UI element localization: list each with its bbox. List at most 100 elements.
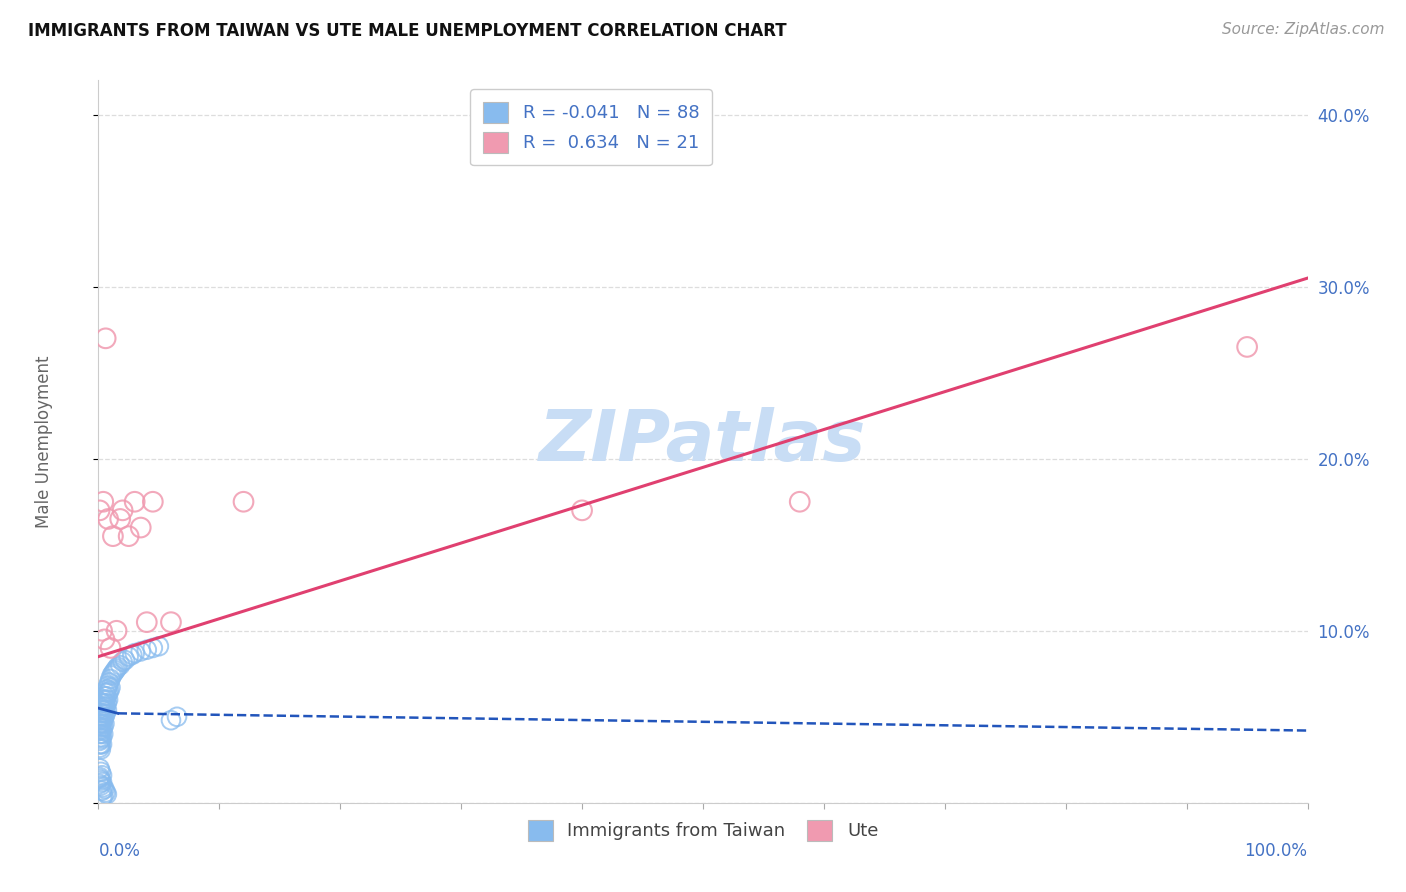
Point <box>101 666 124 681</box>
Point <box>89 710 111 724</box>
Point <box>148 639 170 653</box>
Point <box>135 642 157 657</box>
Point <box>118 529 141 543</box>
Point <box>111 503 134 517</box>
Point <box>91 624 114 638</box>
Point <box>91 703 114 717</box>
Point <box>93 716 115 731</box>
Point <box>105 624 128 638</box>
Point <box>91 716 114 731</box>
Point <box>94 785 117 799</box>
Point <box>89 777 111 791</box>
Point <box>142 494 165 508</box>
Point <box>90 706 112 721</box>
Point <box>96 682 118 697</box>
Point <box>94 699 117 714</box>
Text: Male Unemployment: Male Unemployment <box>35 355 53 528</box>
Point <box>94 706 117 721</box>
Point <box>93 703 115 717</box>
Point <box>103 665 125 679</box>
Point <box>105 662 128 676</box>
Point <box>90 773 112 788</box>
Point <box>108 658 131 673</box>
Text: 0.0%: 0.0% <box>98 842 141 860</box>
Point <box>100 672 122 686</box>
Point <box>97 679 120 693</box>
Point <box>90 732 112 747</box>
Text: ZIPatlas: ZIPatlas <box>540 407 866 476</box>
Point <box>1236 340 1258 354</box>
Point <box>91 706 114 721</box>
Point <box>89 720 111 734</box>
Point <box>90 779 112 793</box>
Point <box>89 713 111 727</box>
Point <box>89 731 111 745</box>
Point <box>100 668 122 682</box>
Point <box>91 696 114 710</box>
Point <box>90 742 112 756</box>
Point <box>89 761 111 775</box>
Point <box>91 494 114 508</box>
Point <box>89 716 111 731</box>
Point <box>93 632 115 647</box>
Point <box>91 775 114 789</box>
Point <box>89 723 111 738</box>
Point <box>104 664 127 678</box>
Point <box>89 734 111 748</box>
Text: Source: ZipAtlas.com: Source: ZipAtlas.com <box>1222 22 1385 37</box>
Point <box>571 503 593 517</box>
Point <box>91 737 114 751</box>
Point <box>91 710 114 724</box>
Point <box>789 494 811 508</box>
Point <box>121 648 143 662</box>
Point <box>89 503 111 517</box>
Point <box>98 675 121 690</box>
Point <box>124 646 146 660</box>
Point <box>124 494 146 508</box>
Point <box>107 660 129 674</box>
Point <box>89 770 111 784</box>
Point <box>91 731 114 745</box>
Point <box>89 772 111 786</box>
Point <box>91 789 114 803</box>
Point <box>91 723 114 738</box>
Point <box>166 710 188 724</box>
Point <box>91 784 114 798</box>
Legend: Immigrants from Taiwan, Ute: Immigrants from Taiwan, Ute <box>517 809 889 852</box>
Point <box>100 640 122 655</box>
Point <box>90 727 112 741</box>
Point <box>91 790 114 805</box>
Point <box>94 692 117 706</box>
Point <box>97 512 120 526</box>
Point <box>94 331 117 345</box>
Point <box>93 696 115 710</box>
Point <box>98 684 121 698</box>
Point <box>100 681 122 695</box>
Point <box>90 716 112 731</box>
Point <box>90 712 112 726</box>
Point <box>118 649 141 664</box>
Point <box>160 713 183 727</box>
Point <box>97 692 120 706</box>
Point <box>111 655 134 669</box>
Point <box>94 686 117 700</box>
Point <box>91 692 114 706</box>
Point <box>93 689 115 703</box>
Point <box>135 615 157 630</box>
Point <box>108 512 131 526</box>
Point <box>91 720 114 734</box>
Point <box>129 644 152 658</box>
Point <box>129 520 152 534</box>
Point <box>160 615 183 630</box>
Point <box>96 787 118 801</box>
Text: IMMIGRANTS FROM TAIWAN VS UTE MALE UNEMPLOYMENT CORRELATION CHART: IMMIGRANTS FROM TAIWAN VS UTE MALE UNEMP… <box>28 22 787 40</box>
Point <box>101 529 124 543</box>
Point <box>90 701 112 715</box>
Point <box>90 737 112 751</box>
Point <box>142 640 165 655</box>
Point <box>114 653 136 667</box>
Point <box>91 713 114 727</box>
Text: 100.0%: 100.0% <box>1244 842 1308 860</box>
Point <box>232 494 254 508</box>
Point <box>93 710 115 724</box>
